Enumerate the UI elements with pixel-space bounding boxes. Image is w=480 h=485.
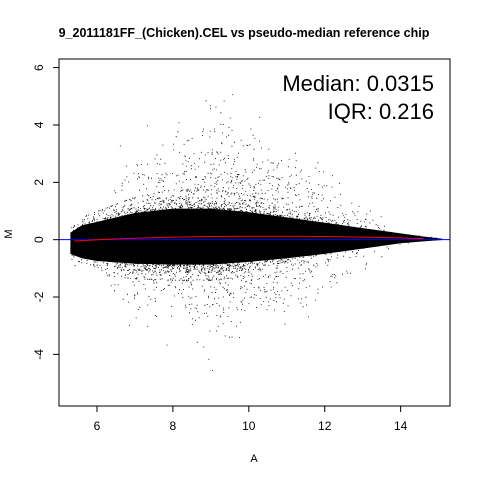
y-tick-label: 4 [32,121,46,128]
y-tick-label: -2 [32,291,46,302]
x-tick-label: 6 [94,419,101,433]
x-tick-label: 8 [170,419,177,433]
y-axis-label: M [3,229,15,238]
scatter-points [70,94,438,371]
y-tick-label: 6 [32,64,46,71]
chart-title: 9_2011181FF_(Chicken).CEL vs pseudo-medi… [59,26,430,40]
y-tick-label: 0 [32,236,46,243]
loess-curve [74,235,424,242]
points-layer [70,94,443,371]
lines-layer [59,235,450,242]
x-axis-label: A [250,453,258,465]
y-tick-label: 2 [32,179,46,186]
plot-frame [58,58,451,407]
y-tick-label: -4 [32,349,46,360]
x-tick-label: 12 [318,419,332,433]
x-tick-label: 10 [242,419,256,433]
axes-layer: 6 8 10 12 14 -4 -2 0 2 4 6 [32,64,407,433]
iqr-annotation: IQR: 0.216 [328,99,434,124]
x-tick-label: 14 [394,419,408,433]
median-annotation: Median: 0.0315 [282,71,434,96]
